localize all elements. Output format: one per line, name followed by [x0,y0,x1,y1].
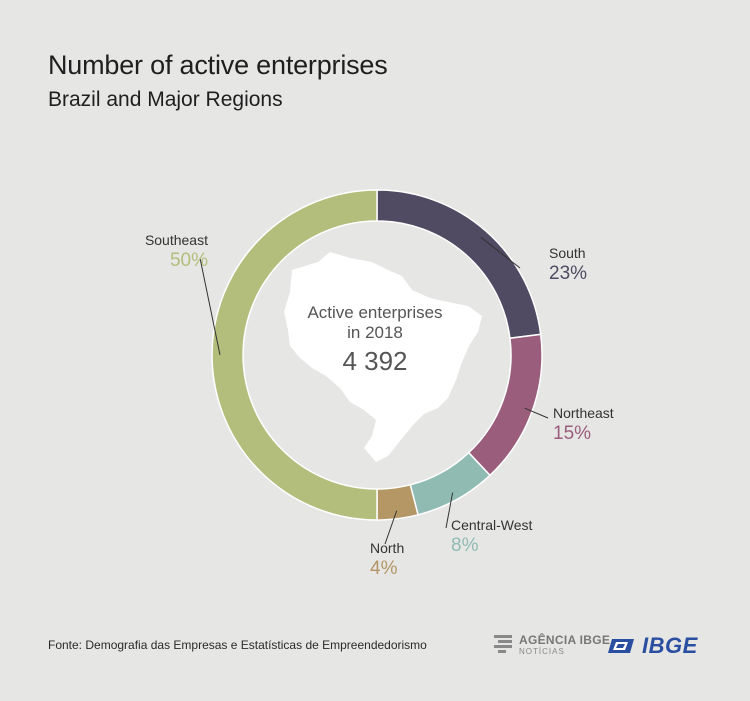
slice-northeast [467,333,543,477]
data-label-northeast: 15% [553,423,591,444]
callouts: South 23% Northeast 15% Central-West 8% North 4… [145,232,614,579]
callout-line-central-west [445,492,454,529]
ibge-logo: IBGE [608,633,698,659]
legend-label-southeast: Southeast [145,232,208,248]
agencia-logo-icon [494,635,512,653]
callout-line-southeast [199,257,221,356]
center-label-line1: Active enterprises [307,303,442,322]
callout-line-north [384,510,398,545]
data-label-south: 23% [549,263,587,284]
agencia-logo-line1: AGÊNCIA IBGE [519,633,611,647]
callout-line-northeast [524,407,549,419]
brazil-map-silhouette [284,252,482,462]
agencia-logo-line2: NOTÍCIAS [519,647,565,656]
data-label-southeast: 50% [170,250,208,271]
chart-title: Number of active enterprises [48,50,388,80]
data-label-north: 4% [370,558,398,579]
agencia-ibge-logo: AGÊNCIA IBGE NOTÍCIAS [492,633,610,657]
data-label-central-west: 8% [451,535,479,556]
slice-southeast [211,189,378,521]
donut-chart: South 23% Northeast 15% Central-West 8% North 4… [145,189,614,579]
legend-label-south: South [549,245,586,261]
slice-north [376,483,419,521]
callout-line-south [480,236,521,269]
source-note: Fonte: Demografia das Empresas e Estatís… [48,638,427,652]
chart-subtitle: Brazil and Major Regions [48,88,283,111]
legend-label-central-west: Central-West [451,517,533,533]
center-label-line2: in 2018 [347,323,403,342]
legend-label-northeast: Northeast [553,405,614,421]
ibge-logo-text: IBGE [642,633,698,658]
center-value: 4 392 [342,346,407,376]
donut-slices [211,189,543,521]
ibge-logo-icon [608,639,634,653]
legend-label-north: North [370,540,404,556]
